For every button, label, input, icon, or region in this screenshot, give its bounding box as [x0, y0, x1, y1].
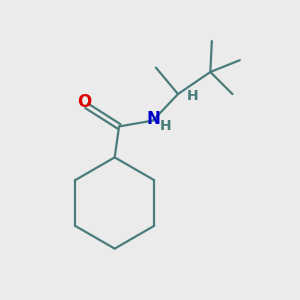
Text: H: H — [160, 119, 171, 134]
Text: O: O — [77, 93, 92, 111]
Text: H: H — [186, 89, 198, 103]
Text: N: N — [146, 110, 160, 128]
